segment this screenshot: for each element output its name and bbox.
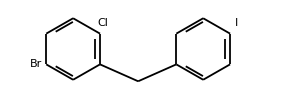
Text: Br: Br <box>30 59 42 69</box>
Text: I: I <box>235 18 238 28</box>
Text: Cl: Cl <box>97 18 108 28</box>
